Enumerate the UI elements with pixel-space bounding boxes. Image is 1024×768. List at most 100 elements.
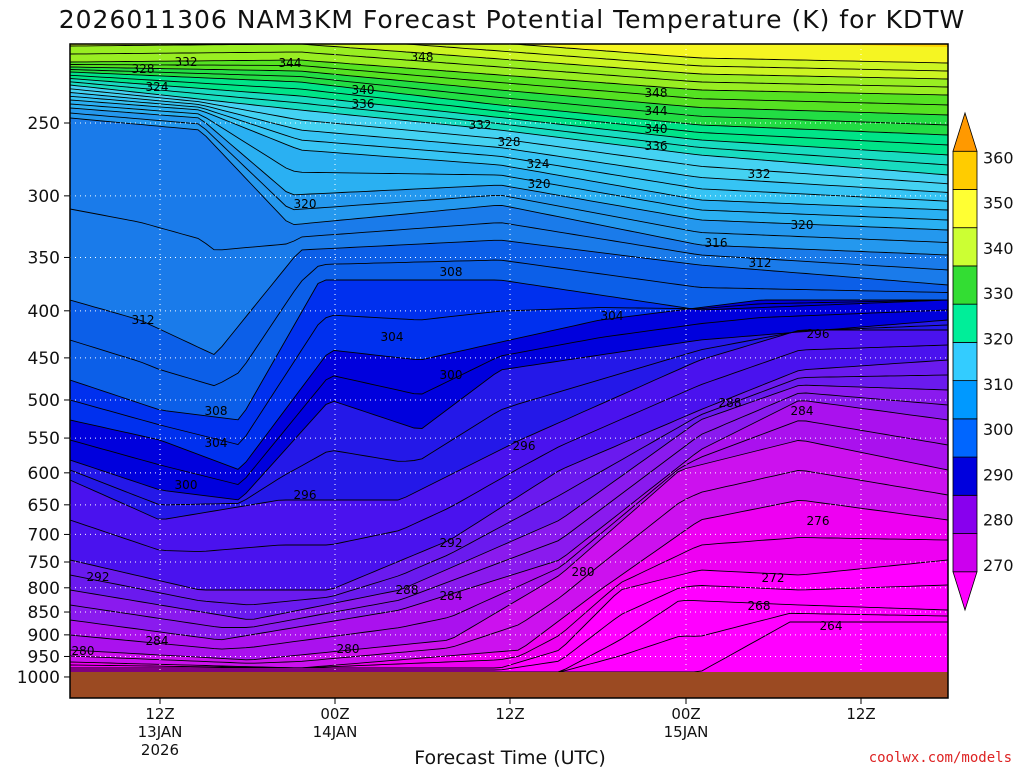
colorbar-swatch bbox=[952, 380, 978, 420]
colorbar-swatch bbox=[952, 494, 978, 534]
x-tick-label: 12Z bbox=[145, 705, 174, 723]
colorbar-swatch bbox=[952, 150, 978, 190]
contour-line bbox=[70, 374, 948, 606]
contour-label: 304 bbox=[381, 330, 404, 344]
contour-line bbox=[70, 499, 948, 669]
colorbar-tick-label: 280 bbox=[983, 511, 1014, 530]
contour-line bbox=[70, 344, 948, 553]
colorbar-tick-label: 310 bbox=[983, 375, 1014, 394]
x-tick-label: 14JAN bbox=[313, 723, 358, 741]
contour-label: 280 bbox=[72, 644, 95, 658]
y-tick-label: 450 bbox=[28, 349, 60, 369]
y-tick-label: 350 bbox=[28, 248, 60, 268]
contour-line bbox=[70, 74, 948, 146]
y-tick-label: 850 bbox=[28, 603, 60, 623]
contour-labels: 3483483443443403403363363323323323283283… bbox=[72, 50, 843, 658]
contour-label: 276 bbox=[807, 514, 830, 528]
contour-label: 304 bbox=[601, 309, 624, 323]
contour-line bbox=[70, 384, 948, 620]
colorbar-tick-label: 340 bbox=[983, 239, 1014, 258]
y-tick-label: 500 bbox=[28, 391, 60, 411]
contour-line bbox=[70, 78, 948, 156]
contour-label: 344 bbox=[645, 104, 668, 118]
contour-label: 308 bbox=[440, 265, 463, 279]
contour-line bbox=[70, 88, 948, 185]
contour-line bbox=[70, 107, 948, 231]
contour-label: 316 bbox=[705, 236, 728, 250]
contour-label: 332 bbox=[175, 55, 198, 69]
contour-label: 288 bbox=[719, 396, 742, 410]
contour-line bbox=[70, 84, 948, 176]
y-tick-label: 400 bbox=[28, 302, 60, 322]
contour-label: 324 bbox=[527, 157, 550, 171]
contour-label: 296 bbox=[294, 488, 317, 502]
colorbar-swatch bbox=[952, 456, 978, 496]
colorbar-swatch bbox=[952, 303, 978, 343]
y-tick-label: 950 bbox=[28, 647, 60, 667]
contour-line bbox=[70, 51, 948, 88]
contour-line bbox=[70, 103, 948, 221]
contour-line bbox=[70, 324, 948, 506]
colorbar-swatch bbox=[952, 111, 978, 152]
y-tick-label: 600 bbox=[28, 464, 60, 484]
y-tick-label: 650 bbox=[28, 496, 60, 516]
colorbar-swatch bbox=[952, 571, 978, 612]
contour-line bbox=[70, 279, 948, 421]
contour-line bbox=[70, 44, 948, 72]
contour-label: 308 bbox=[205, 404, 228, 418]
colorbar-tick-label: 330 bbox=[983, 284, 1014, 303]
contour-label: 268 bbox=[748, 599, 771, 613]
contour-line bbox=[70, 59, 948, 96]
band-fill bbox=[70, 560, 948, 698]
x-tick-label: 2026 bbox=[141, 741, 179, 759]
contour-line bbox=[70, 99, 948, 211]
contour-label: 312 bbox=[749, 256, 772, 270]
contour-line bbox=[70, 469, 948, 664]
contour-label: 336 bbox=[645, 139, 668, 153]
contour-line bbox=[70, 392, 948, 628]
colorbar-swatch bbox=[952, 418, 978, 458]
contour-label: 272 bbox=[762, 571, 785, 585]
y-tick-label: 900 bbox=[28, 626, 60, 646]
contour-label: 348 bbox=[645, 86, 668, 100]
y-axis: 250 300 350 400 450 500 550 600 650 700 750 800 850 9… bbox=[17, 114, 70, 688]
y-tick-label: 700 bbox=[28, 525, 60, 545]
colorbar-tick-label: 360 bbox=[983, 148, 1014, 167]
x-tick-label: 15JAN bbox=[664, 723, 709, 741]
contour-label: 284 bbox=[791, 404, 814, 418]
contour-line bbox=[70, 584, 948, 671]
contour-line bbox=[70, 44, 948, 64]
colorbar-tick-label: 300 bbox=[983, 420, 1014, 439]
contour-label: 288 bbox=[396, 583, 419, 597]
colorbar-swatch bbox=[952, 533, 978, 573]
colorbar-swatch bbox=[952, 341, 978, 382]
y-tick-label: 550 bbox=[28, 429, 60, 449]
contour-label: 348 bbox=[411, 50, 434, 64]
x-tick-label: 00Z bbox=[320, 705, 349, 723]
contour-label: 320 bbox=[294, 197, 317, 211]
contour-label: 284 bbox=[146, 634, 169, 648]
contour-label: 340 bbox=[352, 83, 375, 97]
colorbar-tick-label: 290 bbox=[983, 465, 1014, 484]
grid-lines bbox=[70, 44, 948, 698]
x-tick-label: 00Z bbox=[671, 705, 700, 723]
contour-label: 296 bbox=[807, 327, 830, 341]
y-tick-label: 300 bbox=[28, 187, 60, 207]
contour-label: 332 bbox=[469, 118, 492, 132]
colorbar-tick-label: 350 bbox=[983, 194, 1014, 213]
contour-line bbox=[70, 400, 948, 641]
y-tick-label: 1000 bbox=[17, 668, 60, 688]
contour-label: 320 bbox=[528, 177, 551, 191]
contour-label: 300 bbox=[440, 368, 463, 382]
y-tick-label: 250 bbox=[28, 114, 60, 134]
contour-label: 320 bbox=[791, 218, 814, 232]
plot-area: 3483483443443403403363363323323323283283… bbox=[69, 43, 949, 699]
contour-label: 284 bbox=[440, 589, 463, 603]
credit-text: coolwx.com/models bbox=[869, 750, 1012, 766]
contour-line bbox=[70, 95, 948, 202]
contour-label: 328 bbox=[498, 135, 521, 149]
contour-line bbox=[70, 69, 948, 126]
contour-label: 336 bbox=[352, 97, 375, 111]
